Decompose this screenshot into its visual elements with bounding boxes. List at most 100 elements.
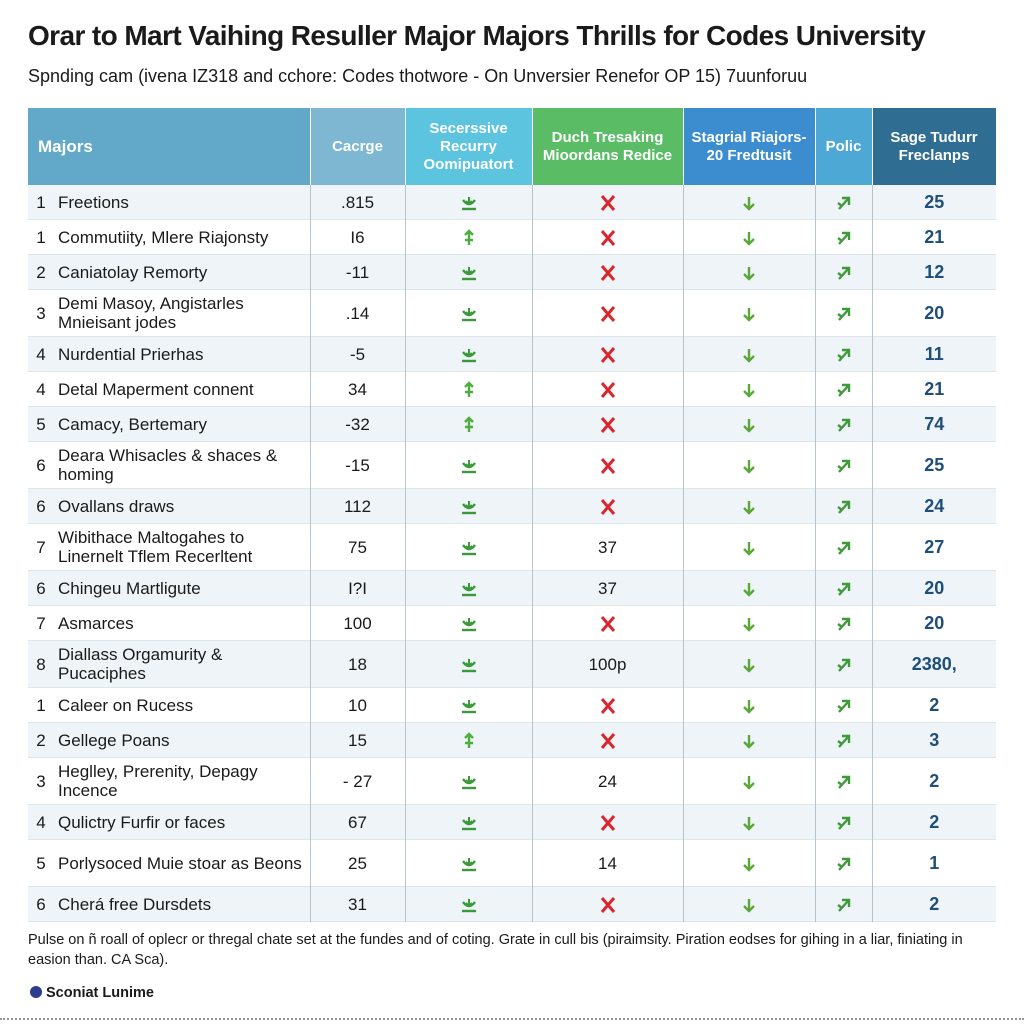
- recurry-cell: [405, 254, 533, 290]
- table-row: 2 Gellege Poans 15 3: [28, 722, 997, 758]
- major-name: Wibithace Maltogahes to Linernelt Tflem …: [54, 523, 311, 571]
- element: [465, 418, 473, 432]
- icon: [738, 498, 760, 516]
- redice-value: 37: [532, 523, 684, 571]
- element: [744, 735, 754, 747]
- element: [465, 734, 473, 748]
- icon: [738, 539, 760, 557]
- polic-cell: [815, 219, 873, 255]
- element: [462, 817, 476, 829]
- element: [602, 418, 614, 432]
- table-row: 6 Deara Whisacles & shaces & homing -15 25: [28, 441, 997, 489]
- element: [465, 383, 473, 397]
- recurry-cell: [405, 185, 533, 220]
- icon: [597, 697, 619, 715]
- score: 11: [924, 343, 944, 364]
- element: [744, 899, 754, 911]
- polic-cell: [815, 488, 873, 524]
- row-number: 6: [36, 894, 46, 914]
- charge: -32: [310, 406, 406, 442]
- element: [602, 898, 614, 912]
- element: [744, 700, 754, 712]
- element: [462, 267, 476, 279]
- icon: [738, 381, 760, 399]
- major-name: Ovallans draws: [54, 488, 311, 524]
- icon: [833, 732, 855, 750]
- polic-cell: [815, 839, 873, 887]
- charge: I?I: [310, 570, 406, 606]
- recurry-cell: [405, 289, 533, 337]
- table-row: 2 Caniatolay Remorty -11 12: [28, 254, 997, 290]
- polic-cell: [815, 406, 873, 442]
- icon: [458, 615, 480, 633]
- table-row: 4 Qulictry Furfir or faces 67 2: [28, 804, 997, 840]
- row-number: 2: [36, 730, 46, 750]
- icon: [833, 814, 855, 832]
- icon: [597, 457, 619, 475]
- recurry-cell: [405, 640, 533, 688]
- icon: [738, 615, 760, 633]
- element: [838, 859, 849, 870]
- icon: [738, 697, 760, 715]
- element: [838, 268, 849, 279]
- polic-cell: [815, 441, 873, 489]
- major-name: Deara Whisacles & shaces & homing: [54, 441, 311, 489]
- polic-cell: [815, 722, 873, 758]
- redice-cell: [532, 605, 684, 641]
- redice-cell: [532, 371, 684, 407]
- icon: [833, 498, 855, 516]
- polic-cell: [815, 570, 873, 606]
- recurry-cell: [405, 886, 533, 922]
- major-name: Caniatolay Remorty: [54, 254, 311, 290]
- charge: -15: [310, 441, 406, 489]
- redice-value: 37: [532, 570, 684, 606]
- score: 2: [929, 770, 940, 791]
- major-name: Asmarces: [54, 605, 311, 641]
- icon: [458, 896, 480, 914]
- major-name: Nurdential Prierhas: [54, 336, 311, 372]
- icon: [833, 416, 855, 434]
- charge: 31: [310, 886, 406, 922]
- major-name: Cherá free Dursdets: [54, 886, 311, 922]
- icon: [833, 656, 855, 674]
- footnote: Pulse on ñ roall of oplecr or thregal ch…: [28, 932, 963, 968]
- fredtusit-cell: [683, 523, 816, 571]
- column-header: Duch Tresaking Mioordans Redice: [532, 108, 684, 185]
- redice-cell: [532, 336, 684, 372]
- charge: -11: [310, 254, 406, 290]
- polic-cell: [815, 804, 873, 840]
- icon: [833, 346, 855, 364]
- icon: [597, 381, 619, 399]
- icon: [597, 732, 619, 750]
- major-name: Freetions: [54, 185, 311, 220]
- redice-value: 100p: [532, 640, 684, 688]
- icon: [458, 697, 480, 715]
- score: 20: [924, 577, 945, 598]
- element: [744, 618, 754, 630]
- charge: I6: [310, 219, 406, 255]
- element: Majors Cacrge Secerssive Recurry Oomipua…: [28, 108, 997, 185]
- element: [602, 617, 614, 631]
- element: [744, 232, 754, 244]
- element: [462, 542, 476, 554]
- icon: [738, 773, 760, 791]
- major-name: Diallass Orgamurity & Pucaciphes: [54, 640, 311, 688]
- major-name: Commutiity, Mlere Riajonsty: [54, 219, 311, 255]
- row-number: 7: [36, 613, 46, 633]
- element: [462, 501, 476, 513]
- charge: 15: [310, 722, 406, 758]
- charge: - 27: [310, 757, 406, 805]
- major-name: Chingeu Martligute: [54, 570, 311, 606]
- recurry-cell: [405, 371, 533, 407]
- element: [602, 459, 614, 473]
- bottom-rule: [0, 1018, 1024, 1020]
- element: [744, 197, 754, 209]
- icon: [738, 457, 760, 475]
- charge: 34: [310, 371, 406, 407]
- element: [744, 349, 754, 361]
- icon: [833, 194, 855, 212]
- element: [744, 542, 754, 554]
- column-header: Secerssive Recurry Oomipuatort: [405, 108, 533, 185]
- major-name: Qulictry Furfir or faces: [54, 804, 311, 840]
